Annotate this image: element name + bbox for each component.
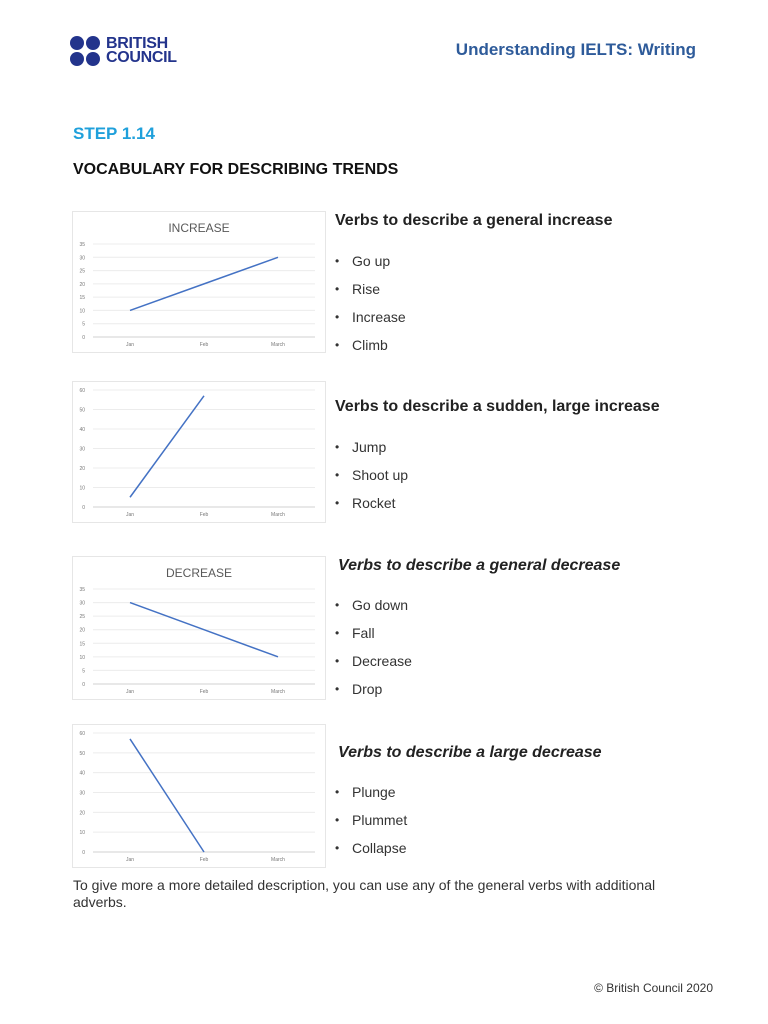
list-item: Climb bbox=[335, 335, 735, 363]
x-tick-label: March bbox=[271, 857, 285, 863]
list-item: Fall bbox=[335, 623, 735, 651]
y-tick-label: 20 bbox=[79, 466, 85, 472]
y-tick-label: 40 bbox=[79, 427, 85, 433]
step-number: STEP 1.14 bbox=[73, 124, 155, 143]
series-line bbox=[129, 738, 205, 853]
document-title: Understanding IELTS: Writing bbox=[455, 40, 696, 59]
block-heading: Verbs to describe a general decrease bbox=[338, 557, 621, 574]
verb-list: Go up Rise Increase Climb bbox=[335, 251, 735, 363]
list-item: Plunge bbox=[335, 782, 735, 810]
footer-note: To give more a more detailed description… bbox=[73, 877, 656, 910]
block-large-decrease: Verbs to describe a large decrease Plung… bbox=[335, 744, 735, 866]
y-tick-label: 10 bbox=[79, 655, 85, 661]
y-tick-label: 10 bbox=[79, 486, 85, 492]
x-tick-label: March bbox=[271, 512, 285, 518]
block-sudden-increase: Verbs to describe a sudden, large increa… bbox=[335, 398, 735, 521]
y-tick-label: 35 bbox=[79, 587, 85, 593]
x-tick-label: Feb bbox=[200, 512, 209, 518]
y-tick-label: 30 bbox=[79, 447, 85, 453]
list-item: Increase bbox=[335, 307, 735, 335]
copyright: © British Council 2020 bbox=[594, 981, 713, 995]
y-tick-label: 0 bbox=[82, 682, 85, 688]
british-council-logo: BRITISH COUNCIL bbox=[70, 36, 177, 66]
y-tick-label: 30 bbox=[79, 791, 85, 797]
y-tick-label: 30 bbox=[79, 601, 85, 607]
chart-title: INCREASE bbox=[168, 221, 229, 235]
y-tick-label: 35 bbox=[79, 242, 85, 248]
y-tick-label: 50 bbox=[79, 751, 85, 757]
y-tick-label: 20 bbox=[79, 628, 85, 634]
list-item: Collapse bbox=[335, 838, 735, 866]
y-tick-label: 5 bbox=[82, 322, 85, 328]
chart-decrease: DECREASE 0 5 10 15 20 25 30 35 Jan Feb March bbox=[72, 556, 326, 700]
y-tick-label: 40 bbox=[79, 771, 85, 777]
x-tick-label: Feb bbox=[200, 689, 209, 695]
logo-dots-icon bbox=[70, 36, 100, 66]
chart-svg: 0 10 20 30 40 50 60 Jan Feb March bbox=[79, 731, 315, 863]
chart-svg: DECREASE 0 5 10 15 20 25 30 35 Jan Feb March bbox=[79, 566, 315, 695]
y-tick-label: 20 bbox=[79, 810, 85, 816]
list-item: Decrease bbox=[335, 651, 735, 679]
block-general-increase: Verbs to describe a general increase Go … bbox=[335, 212, 735, 363]
y-tick-label: 0 bbox=[82, 335, 85, 341]
list-item: Shoot up bbox=[335, 465, 735, 493]
chart-title: DECREASE bbox=[166, 566, 232, 580]
y-tick-label: 10 bbox=[79, 308, 85, 314]
block-heading: Verbs to describe a large decrease bbox=[338, 744, 602, 761]
list-item: Jump bbox=[335, 437, 735, 465]
y-tick-label: 10 bbox=[79, 830, 85, 836]
y-tick-label: 50 bbox=[79, 408, 85, 414]
x-tick-label: Jan bbox=[126, 342, 134, 348]
y-tick-label: 5 bbox=[82, 668, 85, 674]
y-tick-label: 0 bbox=[82, 505, 85, 511]
y-tick-label: 0 bbox=[82, 850, 85, 856]
list-item: Go down bbox=[335, 595, 735, 623]
x-tick-label: March bbox=[271, 342, 285, 348]
series-line bbox=[129, 256, 279, 312]
section-title: VOCABULARY FOR DESCRIBING TRENDS bbox=[73, 161, 399, 178]
list-item: Rise bbox=[335, 279, 735, 307]
x-tick-label: Jan bbox=[126, 857, 134, 863]
x-tick-label: Feb bbox=[200, 857, 209, 863]
x-tick-label: Jan bbox=[126, 689, 134, 695]
chart-svg: INCREASE 0 5 10 15 20 25 30 35 Jan Feb March bbox=[79, 221, 315, 348]
list-item: Go up bbox=[335, 251, 735, 279]
verb-list: Jump Shoot up Rocket bbox=[335, 437, 735, 521]
list-item: Rocket bbox=[335, 493, 735, 521]
y-tick-label: 30 bbox=[79, 255, 85, 261]
verb-list: Plunge Plummet Collapse bbox=[335, 782, 735, 866]
y-tick-label: 15 bbox=[79, 641, 85, 647]
y-tick-label: 20 bbox=[79, 282, 85, 288]
list-item: Plummet bbox=[335, 810, 735, 838]
series-line bbox=[129, 601, 279, 658]
verb-list: Go down Fall Decrease Drop bbox=[335, 595, 735, 707]
chart-increase: INCREASE 0 5 10 15 20 25 30 35 Jan Feb March bbox=[72, 211, 326, 353]
x-tick-label: Feb bbox=[200, 342, 209, 348]
chart-large-decrease: 0 10 20 30 40 50 60 Jan Feb March bbox=[72, 724, 326, 868]
y-tick-label: 15 bbox=[79, 295, 85, 301]
list-item: Drop bbox=[335, 679, 735, 707]
chart-svg: 0 10 20 30 40 50 60 Jan Feb March bbox=[79, 388, 315, 518]
logo-line-2: COUNCIL bbox=[106, 49, 177, 66]
logo-line-1: BRITISH bbox=[106, 35, 168, 52]
block-heading: Verbs to describe a sudden, large increa… bbox=[335, 398, 660, 415]
x-tick-label: Jan bbox=[126, 512, 134, 518]
y-tick-label: 60 bbox=[79, 388, 85, 394]
y-tick-label: 25 bbox=[79, 269, 85, 275]
y-tick-label: 60 bbox=[79, 731, 85, 737]
y-tick-label: 25 bbox=[79, 614, 85, 620]
block-heading: Verbs to describe a general increase bbox=[335, 212, 613, 229]
series-line bbox=[129, 395, 205, 498]
x-tick-label: March bbox=[271, 689, 285, 695]
chart-sudden-increase: 0 10 20 30 40 50 60 Jan Feb March bbox=[72, 381, 326, 523]
block-general-decrease: Verbs to describe a general decrease Go … bbox=[335, 557, 735, 707]
